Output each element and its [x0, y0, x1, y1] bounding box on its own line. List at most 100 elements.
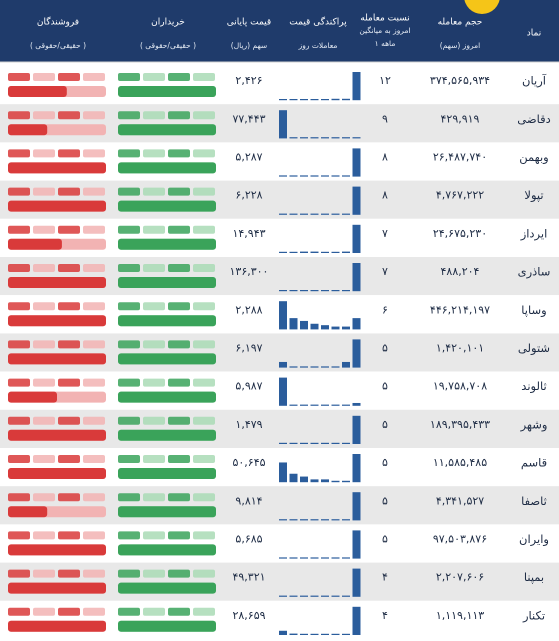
header-label: نسبت معامله [360, 14, 409, 24]
dispersion-bar [289, 519, 298, 521]
dispersion-bar [279, 110, 287, 139]
dispersion-bar [310, 251, 319, 253]
dispersion-bar [321, 519, 329, 521]
dispersion-bar [310, 557, 319, 559]
pill [168, 531, 190, 540]
pill [83, 187, 105, 196]
dispersion-bar [352, 530, 361, 559]
price: ۶,۱۹۷ [235, 342, 262, 355]
pill [193, 73, 215, 81]
dispersion-bar [310, 175, 319, 177]
pill [8, 455, 30, 463]
dispersion-bar [300, 519, 308, 521]
pill [58, 607, 80, 616]
share-bar [118, 544, 216, 556]
volume: ۱۹,۷۵۸,۷۰۸ [433, 380, 487, 393]
share-bar [118, 200, 216, 212]
dispersion-bar [342, 137, 350, 139]
share-bar [8, 238, 62, 250]
pill [118, 416, 140, 425]
share-bar [118, 124, 216, 136]
dispersion-bar [300, 366, 308, 368]
pill [58, 531, 80, 540]
pill [118, 569, 140, 578]
pill [83, 416, 105, 425]
pill [118, 607, 140, 616]
share-bar [118, 162, 216, 174]
pill [143, 187, 165, 196]
dispersion-bar [279, 213, 287, 215]
dispersion-bar [352, 148, 361, 177]
dispersion-bar [342, 404, 350, 406]
pill [83, 455, 105, 463]
dispersion-bar [352, 492, 361, 521]
pill [193, 493, 215, 502]
dispersion-bar [352, 402, 361, 406]
symbol: وساپا [521, 303, 546, 318]
header-bg [0, 0, 559, 62]
dispersion-bar [352, 263, 361, 292]
pill [8, 264, 30, 272]
ratio: ۹ [382, 112, 388, 125]
dispersion-bar [331, 326, 340, 330]
pill [143, 73, 165, 81]
pill [8, 416, 30, 425]
pill [143, 378, 165, 387]
share-bar [8, 620, 106, 632]
pill [193, 569, 215, 578]
share-bar [8, 582, 106, 594]
dispersion-bar [331, 251, 340, 253]
ratio: ۵ [382, 533, 388, 546]
pill [193, 455, 215, 463]
pill [83, 340, 105, 349]
dispersion-bar [289, 251, 298, 253]
row-bg [0, 218, 559, 257]
pill [168, 340, 190, 349]
pill [118, 73, 140, 81]
dispersion-bar [279, 630, 287, 635]
dispersion-bar [310, 404, 319, 406]
dispersion-bar [331, 290, 340, 292]
pill [58, 149, 80, 158]
dispersion-bar [342, 290, 350, 292]
pill [58, 264, 80, 272]
pill [118, 493, 140, 502]
pill [33, 225, 55, 234]
share-bar [118, 468, 216, 479]
dispersion-bar [289, 99, 298, 101]
dispersion-bar [310, 213, 319, 215]
pill [8, 531, 30, 540]
dispersion-bar [331, 98, 340, 101]
dispersion-bar [331, 557, 340, 559]
volume: ۱۸۹,۳۹۵,۴۳۳ [430, 418, 490, 431]
price: ۶,۲۲۸ [235, 189, 262, 202]
pill [193, 607, 215, 616]
pill [83, 111, 105, 120]
dispersion-bar [279, 361, 287, 368]
symbol: وایران [519, 532, 549, 547]
dispersion-bar [342, 519, 350, 521]
pill [193, 111, 215, 120]
pill [33, 187, 55, 196]
pill [143, 111, 165, 120]
share-bar [118, 391, 216, 403]
dispersion-bar [300, 557, 308, 559]
dispersion-bar [331, 633, 340, 635]
price: ۷۷,۴۴۳ [232, 112, 265, 125]
pill [33, 340, 55, 349]
header-label: امروز (سهم) [440, 41, 480, 50]
pill [83, 493, 105, 502]
dispersion-bar [279, 99, 287, 101]
pill [33, 607, 55, 616]
dispersion-bar [289, 404, 298, 406]
share-bar [118, 429, 216, 441]
dispersion-bar [331, 213, 340, 215]
pill [193, 378, 215, 387]
symbol: ساذری [518, 265, 551, 280]
dispersion-bar [310, 323, 319, 330]
pill [168, 73, 190, 81]
share-bar [118, 620, 216, 632]
pill [193, 149, 215, 158]
row-bg [0, 562, 559, 601]
